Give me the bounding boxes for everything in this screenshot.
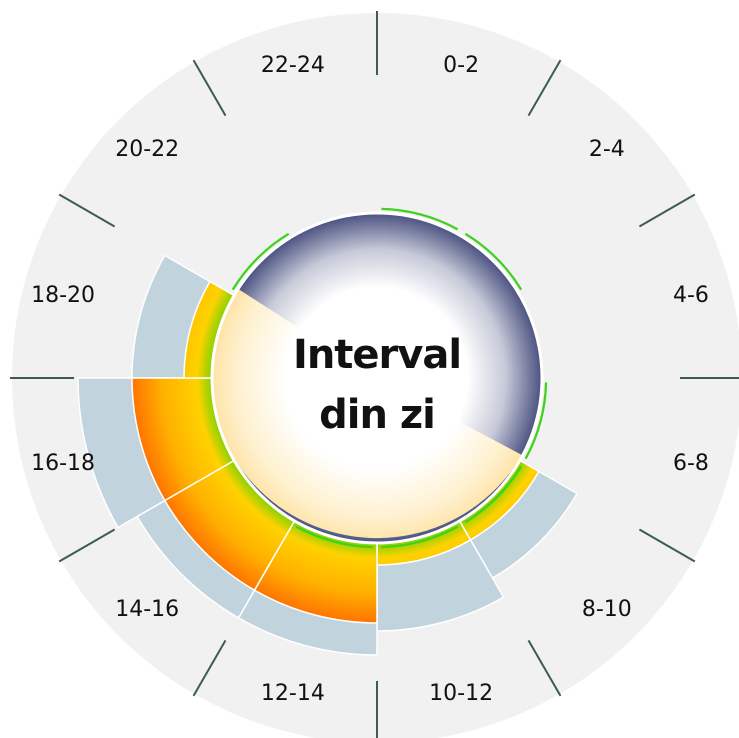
label-12-14: 12-14 <box>261 681 325 706</box>
center-title-line-2: din zi <box>319 392 435 438</box>
center-disc-edge <box>210 211 544 545</box>
accent-0-2 <box>381 207 459 231</box>
separator-tick-10 <box>58 193 116 228</box>
accent-10-12 <box>381 525 459 549</box>
label-18-20: 18-20 <box>31 283 95 308</box>
label-6-8: 6-8 <box>673 451 709 476</box>
ring-layer <box>131 280 540 624</box>
separator-tick-11 <box>192 59 227 117</box>
center-title-line-1: Interval <box>293 332 461 378</box>
label-16-18: 16-18 <box>31 451 95 476</box>
separator-tick-5 <box>527 639 562 697</box>
accent-12-14 <box>295 525 373 549</box>
label-14-16: 14-16 <box>115 597 179 622</box>
labels-layer: 0-2 2-4 4-6 6-8 8-10 10-12 12-14 14-16 16-18 18-2… <box>31 53 709 706</box>
separator-tick-7 <box>192 639 227 697</box>
label-22-24: 22-24 <box>261 53 325 78</box>
label-10-12: 10-12 <box>429 681 493 706</box>
separator-tick-1 <box>527 59 562 117</box>
label-20-22: 20-22 <box>115 137 179 162</box>
separator-tick-8 <box>58 528 116 563</box>
ticks-layer <box>10 11 739 738</box>
label-0-2: 0-2 <box>443 53 479 78</box>
accent-6-8 <box>524 382 548 460</box>
label-8-10: 8-10 <box>582 597 632 622</box>
label-4-6: 4-6 <box>673 283 709 308</box>
accent-layer <box>231 207 548 549</box>
separator-tick-2 <box>638 193 696 228</box>
label-2-4: 2-4 <box>589 137 625 162</box>
separator-tick-4 <box>638 528 696 563</box>
